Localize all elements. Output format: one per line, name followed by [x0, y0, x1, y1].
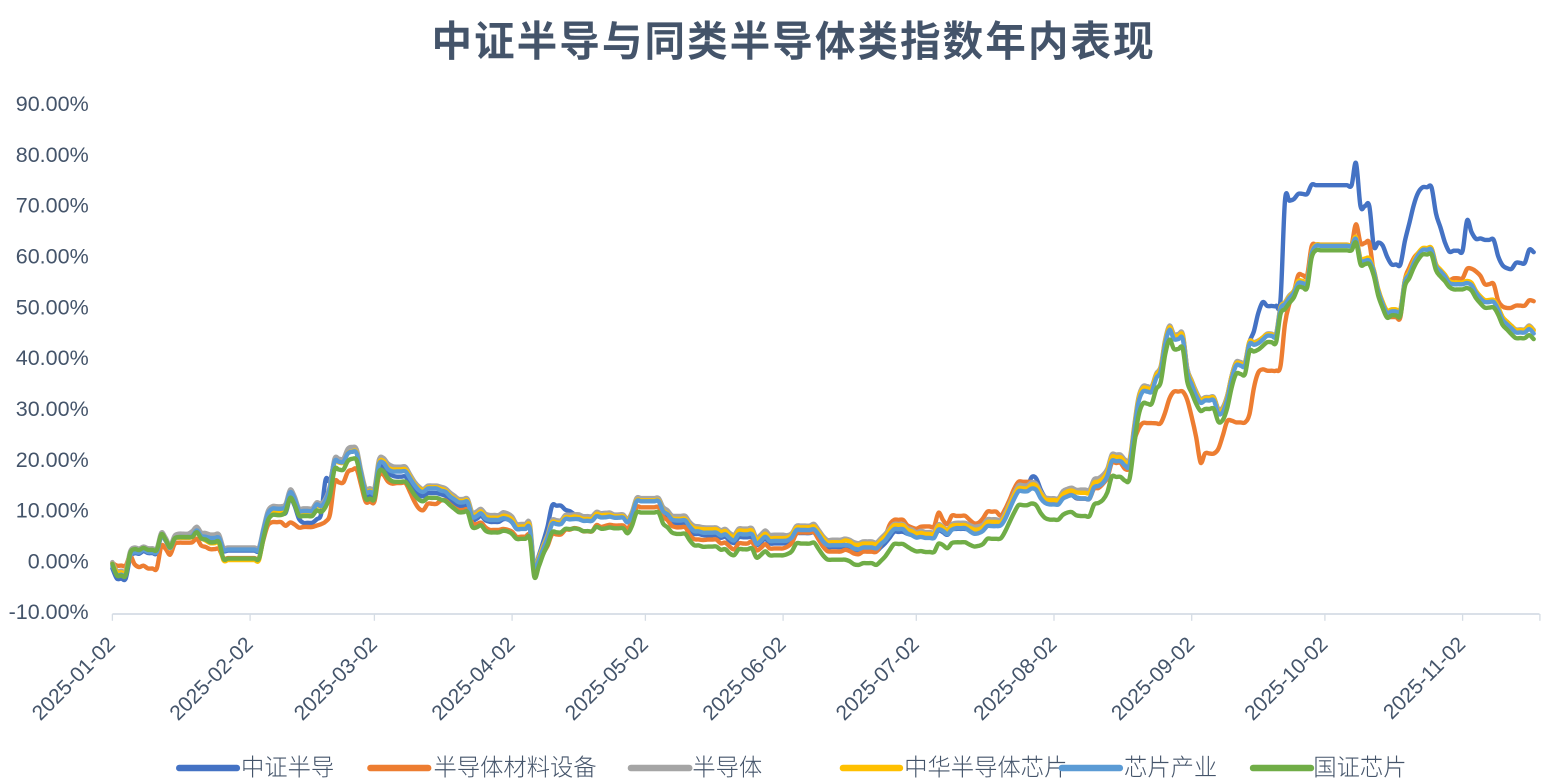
svg-text:60.00%: 60.00%: [16, 245, 89, 269]
svg-text:50.00%: 50.00%: [16, 295, 89, 319]
svg-text:40.00%: 40.00%: [16, 346, 89, 370]
svg-text:20.00%: 20.00%: [16, 448, 89, 472]
svg-text:30.00%: 30.00%: [16, 397, 89, 421]
svg-text:70.00%: 70.00%: [16, 194, 89, 218]
svg-text:90.00%: 90.00%: [16, 92, 89, 116]
svg-text:80.00%: 80.00%: [16, 143, 89, 167]
svg-text:10.00%: 10.00%: [16, 499, 89, 523]
svg-text:0.00%: 0.00%: [28, 549, 89, 573]
svg-text:-10.00%: -10.00%: [9, 600, 89, 624]
